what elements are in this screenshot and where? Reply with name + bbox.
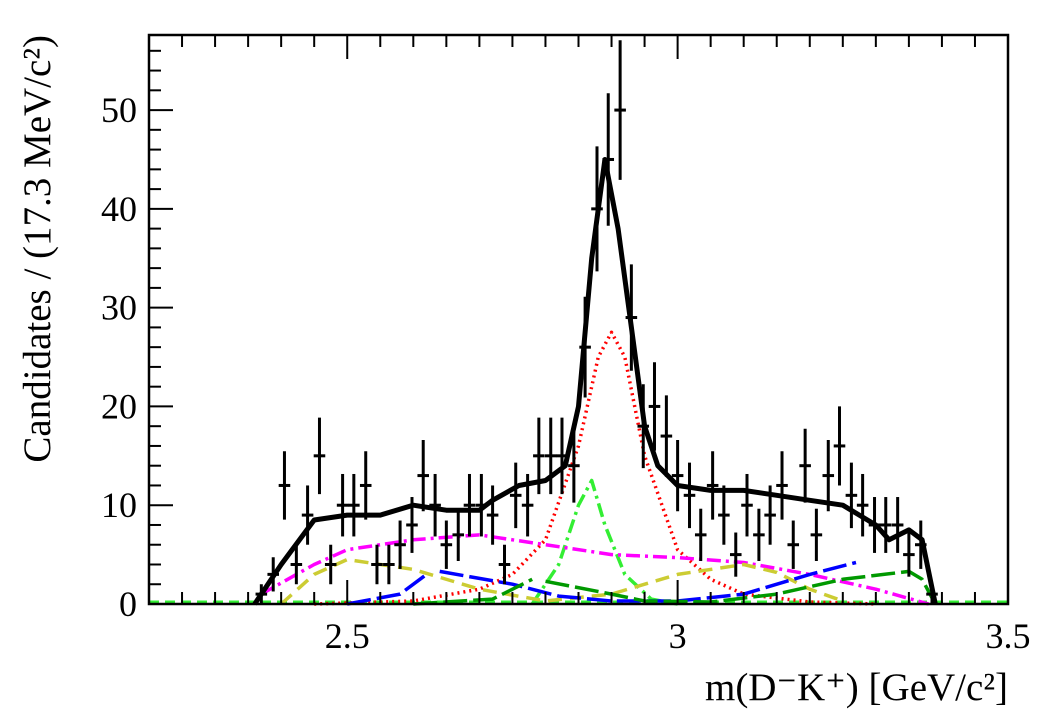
data-point xyxy=(394,520,406,569)
curve-total-fit xyxy=(252,157,938,606)
y-axis-label: Candidates / (17.3 MeV/c²) xyxy=(16,35,59,463)
data-point xyxy=(683,462,696,529)
data-point xyxy=(255,584,268,604)
curve-component-light-green xyxy=(530,478,678,606)
data-points xyxy=(255,40,938,604)
data-point xyxy=(383,544,395,585)
data-point xyxy=(706,451,719,520)
data-point xyxy=(729,532,742,577)
x-axis-label: m(D⁻K⁺) [GeV/c²] xyxy=(705,666,1008,709)
data-point xyxy=(753,508,765,561)
curve-signal xyxy=(314,330,876,606)
data-point xyxy=(787,520,800,569)
plot-frame xyxy=(147,33,1010,606)
x-tick-label: 3 xyxy=(669,616,687,656)
curve-component-green xyxy=(413,569,937,606)
data-point xyxy=(406,497,418,553)
data-point xyxy=(278,451,291,520)
data-point xyxy=(833,406,846,486)
data-point xyxy=(856,473,869,537)
data-point xyxy=(741,473,753,537)
data-point xyxy=(694,508,707,561)
data-point xyxy=(267,557,280,592)
y-tick-label: 40 xyxy=(101,189,137,229)
data-point xyxy=(903,532,915,577)
data-point xyxy=(776,451,788,520)
data-point xyxy=(648,362,661,451)
data-point xyxy=(822,439,835,512)
data-point xyxy=(926,584,938,604)
y-tick-label: 10 xyxy=(101,485,137,525)
data-point xyxy=(475,473,488,537)
data-point xyxy=(660,395,673,477)
data-point xyxy=(614,40,626,180)
curve-component-magenta xyxy=(260,533,930,606)
data-point xyxy=(324,544,337,585)
data-point xyxy=(498,544,511,585)
data-point xyxy=(556,417,568,495)
y-tick-label: 0 xyxy=(119,584,137,624)
data-point xyxy=(336,473,349,537)
data-point xyxy=(301,485,314,545)
data-point xyxy=(602,93,615,226)
data-point xyxy=(764,485,776,545)
data-point xyxy=(891,497,904,553)
x-tick-labels: 2.5 3 3.5 xyxy=(325,616,1031,656)
x-tick-label: 3.5 xyxy=(986,616,1031,656)
data-point xyxy=(417,439,430,512)
fit-curves xyxy=(149,157,1008,606)
data-point xyxy=(625,264,638,371)
data-point xyxy=(591,146,603,272)
data-point xyxy=(486,485,499,545)
data-point xyxy=(799,428,811,503)
data-point xyxy=(568,428,580,503)
data-point xyxy=(533,417,545,495)
data-point xyxy=(359,451,372,520)
x-tick-label: 2.5 xyxy=(325,616,370,656)
data-point xyxy=(452,508,465,561)
data-point xyxy=(290,544,303,585)
data-point xyxy=(313,417,326,495)
data-point xyxy=(879,497,892,553)
data-point xyxy=(579,296,591,398)
data-point xyxy=(440,520,453,569)
data-point xyxy=(463,473,476,537)
data-point xyxy=(671,439,684,512)
y-tick-labels: 0 10 20 30 40 50 xyxy=(101,90,137,624)
data-point xyxy=(371,544,383,585)
y-tick-label: 30 xyxy=(101,288,137,328)
axis-ticks xyxy=(148,35,1009,605)
data-point xyxy=(868,497,881,553)
data-point xyxy=(509,462,522,529)
data-point xyxy=(845,462,858,529)
y-tick-label: 50 xyxy=(101,90,137,130)
data-point xyxy=(544,417,557,495)
data-point xyxy=(810,508,823,561)
data-point xyxy=(718,485,730,545)
data-point xyxy=(521,473,534,537)
data-point xyxy=(429,473,441,537)
data-point xyxy=(914,520,927,569)
y-tick-label: 20 xyxy=(101,386,137,426)
data-point xyxy=(637,384,650,469)
data-point xyxy=(348,473,360,537)
